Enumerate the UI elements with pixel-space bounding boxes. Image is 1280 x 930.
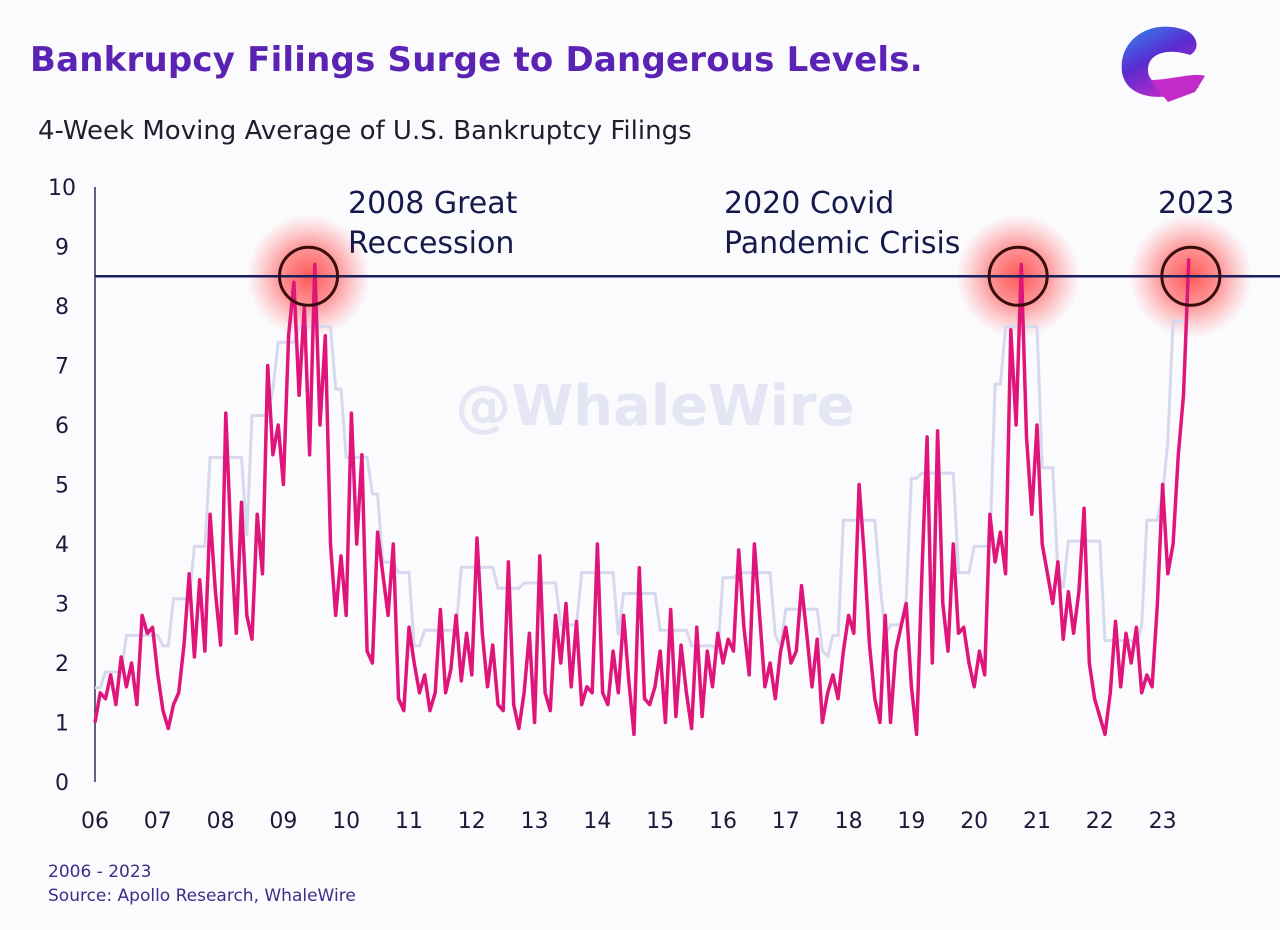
x-tick-label: 22 (1086, 809, 1114, 834)
x-tick-label: 07 (144, 809, 172, 834)
x-tick-label: 13 (521, 809, 549, 834)
x-tick-label: 11 (395, 809, 423, 834)
y-tick-label: 3 (55, 593, 69, 618)
y-tick-label: 10 (48, 176, 76, 201)
y-tick-label: 5 (55, 474, 69, 499)
x-tick-label: 09 (269, 809, 297, 834)
chart-title: Bankrupcy Filings Surge to Dangerous Lev… (30, 40, 923, 80)
x-tick-label: 12 (458, 809, 486, 834)
x-tick-label: 19 (897, 809, 925, 834)
annotation-label: Reccession (348, 226, 514, 261)
y-tick-label: 8 (55, 295, 69, 320)
x-tick-label: 20 (960, 809, 988, 834)
x-tick-label: 14 (583, 809, 611, 834)
x-tick-label: 15 (646, 809, 674, 834)
x-tick-label: 06 (81, 809, 109, 834)
x-tick-label: 21 (1023, 809, 1051, 834)
y-tick-label: 4 (55, 533, 69, 558)
y-tick-label: 7 (55, 355, 69, 380)
watermark: @WhaleWire (455, 374, 854, 439)
x-tick-label: 16 (709, 809, 737, 834)
x-tick-label: 23 (1149, 809, 1177, 834)
annotation-label: 2008 Great (348, 186, 518, 221)
footer-source: Source: Apollo Research, WhaleWire (48, 886, 356, 906)
y-tick-label: 2 (55, 652, 69, 677)
y-tick-label: 6 (55, 414, 69, 439)
peak-circle (1160, 245, 1222, 307)
y-tick-label: 1 (55, 712, 69, 737)
annotation-label: 2020 Covid (724, 186, 894, 221)
x-tick-label: 17 (772, 809, 800, 834)
annotation-label: Pandemic Crisis (724, 226, 960, 261)
peak-circle (987, 245, 1049, 307)
peak-circle (278, 245, 340, 307)
footer-range: 2006 - 2023 (48, 862, 152, 882)
chart-subtitle: 4-Week Moving Average of U.S. Bankruptcy… (38, 116, 692, 146)
annotation-label: 2023 (1158, 186, 1234, 221)
y-tick-label: 9 (55, 236, 69, 261)
x-tick-label: 18 (835, 809, 863, 834)
series-line (93, 258, 1191, 737)
x-tick-label: 08 (207, 809, 235, 834)
x-tick-label: 10 (332, 809, 360, 834)
y-tick-label: 0 (55, 771, 69, 796)
